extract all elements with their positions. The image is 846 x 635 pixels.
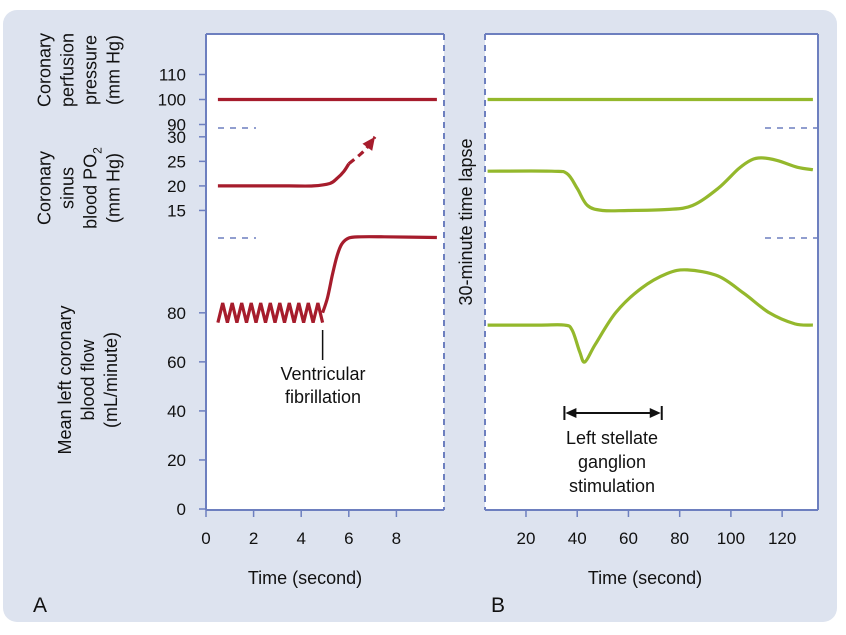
annotation-stimulation-arrow-left [565,408,577,418]
x-tick-label-panel-a: 0 [201,529,210,548]
annotation-stimulation-text: stimulation [569,476,655,496]
annotation-fibrillation-text: Ventricular [280,364,365,384]
y-tick-label-mean-left-coronary-blood-flow: 20 [167,451,186,470]
series-b-mean-left-coronary-blood-flow [487,268,814,364]
y-axis-label-pressure: Coronary perfusion pressure (mm Hg) [35,33,124,107]
panel-b-plot-area [485,34,818,510]
series-a-po2-arrowhead [362,136,375,151]
panel-b-x-axis-label: Time (second) [588,568,702,588]
panel-a-letter: A [33,594,47,617]
series-b-coronary-sinus-blood-po2 [487,156,814,213]
series-a-flow [321,235,437,314]
panel-b-letter: B [491,594,505,617]
x-tick-label-panel-a: 8 [392,529,401,548]
y-tick-label-mean-left-coronary-blood-flow: 80 [167,304,186,323]
y-tick-label-coronary-perfusion-pressure: 100 [158,91,186,110]
y-tick-label-mean-left-coronary-blood-flow: 40 [167,402,186,421]
y-tick-label-coronary-sinus-blood-po2: 15 [167,201,186,220]
y-axis-label-flow: Mean left coronary blood flow (mL/minute) [55,305,121,454]
x-tick-label-panel-a: 4 [296,529,305,548]
y-axis-label-line: Coronary [35,33,55,107]
chart-marks: 90 100 110 15 20 25 30 0 20 40 60 80 0 2 4 6 8 20 40 60 80 10… [35,33,814,548]
y-tick-label-coronary-perfusion-pressure: 110 [159,66,186,85]
series-a-po2 [217,162,351,188]
y-tick-label-mean-left-coronary-blood-flow: 60 [167,353,186,372]
panel-a-x-axis-label: Time (second) [248,568,362,588]
y-tick-label-coronary-perfusion-pressure: 90 [167,116,186,135]
x-tick-label-panel-a: 6 [344,529,353,548]
y-tick-label-coronary-sinus-blood-po2: 25 [167,152,186,171]
y-axis-label-line: (mL/minute) [101,332,121,428]
y-axis-label-line: (mm Hg) [104,153,124,223]
panel-b-time-lapse-label: 30-minute time lapse [456,138,476,305]
y-tick-label-coronary-sinus-blood-po2: 20 [167,177,186,196]
annotation-stimulation-text: Left stellate [566,428,658,448]
x-tick-label-panel-b: 20 [517,529,536,548]
panel-a-plot-area [206,34,444,510]
x-tick-label-panel-b: 100 [717,529,745,548]
x-tick-label-panel-b: 60 [619,529,638,548]
annotation-stimulation-text: ganglion [578,452,646,472]
y-axis-label-line: Mean left coronary [55,305,75,454]
y-axis-label-line: Coronary [35,151,55,225]
y-axis-label-line: sinus [58,167,78,209]
x-tick-label-panel-b: 120 [768,529,796,548]
panel-a-frame [205,33,445,511]
panel-b-frame [484,33,819,511]
x-tick-label-panel-b: 80 [670,529,689,548]
y-tick-label-coronary-sinus-blood-po2: 30 [167,128,186,147]
y-axis-label-line: (mm Hg) [104,35,124,105]
annotation-fibrillation-text: fibrillation [285,387,361,407]
annotation-stimulation-arrow-right [649,408,661,418]
x-tick-label-panel-a: 2 [249,529,258,548]
series-a-flow-oscillation [216,302,325,323]
y-axis-label-line: perfusion [58,33,78,107]
y-tick-label-mean-left-coronary-blood-flow: 0 [177,500,186,519]
y-axis-label-line: blood flow [78,338,98,420]
x-tick-label-panel-b: 40 [568,529,587,548]
y-axis-label-line: pressure [81,35,101,105]
